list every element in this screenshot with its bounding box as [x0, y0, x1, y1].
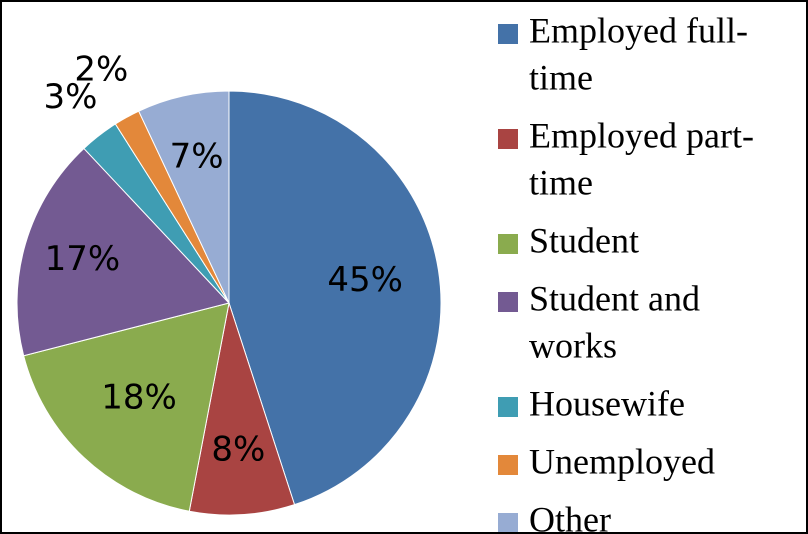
data-label-unemployed: 2% — [74, 49, 128, 89]
legend-label-employed-part-time-line2: time — [529, 162, 593, 202]
legend-item-other: Other — [498, 499, 611, 532]
legend-label-unemployed: Unemployed — [529, 441, 715, 481]
legend-label-other: Other — [529, 499, 611, 532]
legend-swatch-housewife — [498, 397, 518, 417]
legend-label-student-and-works-line2: works — [529, 325, 617, 365]
legend-item-housewife: Housewife — [498, 383, 685, 423]
data-label-housewife: 3% — [44, 77, 98, 117]
legend-label-employed-full-time: Employed full- — [529, 10, 748, 50]
pie-slice-employed-part-time — [188, 302, 296, 516]
legend-item-student-and-works: Student and works — [498, 278, 700, 365]
data-label-student: 18% — [101, 377, 177, 417]
legend-label-housewife: Housewife — [529, 383, 685, 423]
pie-slice-student — [23, 302, 230, 512]
legend-swatch-employed-full-time — [498, 24, 518, 44]
legend-swatch-other — [498, 513, 518, 532]
legend-item-unemployed: Unemployed — [498, 441, 715, 481]
legend-label-employed-full-time-line2: time — [529, 57, 593, 97]
pie-slice-other — [138, 90, 230, 304]
pie-data-labels: 45% 8% 18% 17% 3%2% 7% — [44, 49, 403, 469]
legend-label-student: Student — [529, 220, 639, 260]
data-label-employed-part-time: 8% — [211, 430, 265, 470]
legend-label-employed-part-time: Employed part- — [529, 115, 754, 155]
data-label-employed-full-time: 45% — [327, 260, 403, 300]
legend-swatch-student — [498, 234, 518, 254]
pie-slice-employed-full-time — [228, 90, 442, 506]
legend-swatch-unemployed — [498, 455, 518, 475]
legend-item-employed-full-time: Employed full-time — [498, 10, 748, 97]
pie-slices — [16, 90, 442, 516]
legend-item-employed-part-time: Employed part-time — [498, 115, 754, 202]
pie-slice-student-and-works — [16, 147, 230, 357]
data-label-student-and-works: 17% — [45, 239, 121, 279]
data-label-other: 7% — [170, 137, 224, 177]
legend-swatch-student-and-works — [498, 292, 518, 312]
legend-label-student-and-works: Student and — [529, 278, 700, 318]
legend-item-student: Student — [498, 220, 639, 260]
legend-swatch-employed-part-time — [498, 129, 518, 149]
